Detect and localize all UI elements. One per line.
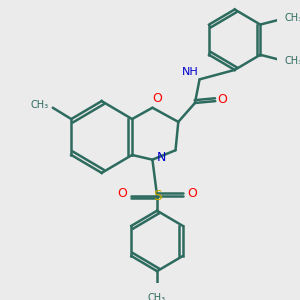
- Text: CH₃: CH₃: [31, 100, 49, 110]
- Text: CH₃: CH₃: [148, 292, 166, 300]
- Text: O: O: [152, 92, 162, 105]
- Text: O: O: [117, 187, 127, 200]
- Text: N: N: [157, 151, 166, 164]
- Text: O: O: [187, 187, 197, 200]
- Text: O: O: [218, 93, 228, 106]
- Text: S: S: [153, 189, 161, 202]
- Text: CH₃: CH₃: [284, 56, 300, 66]
- Text: CH₃: CH₃: [284, 13, 300, 23]
- Text: NH: NH: [182, 67, 199, 77]
